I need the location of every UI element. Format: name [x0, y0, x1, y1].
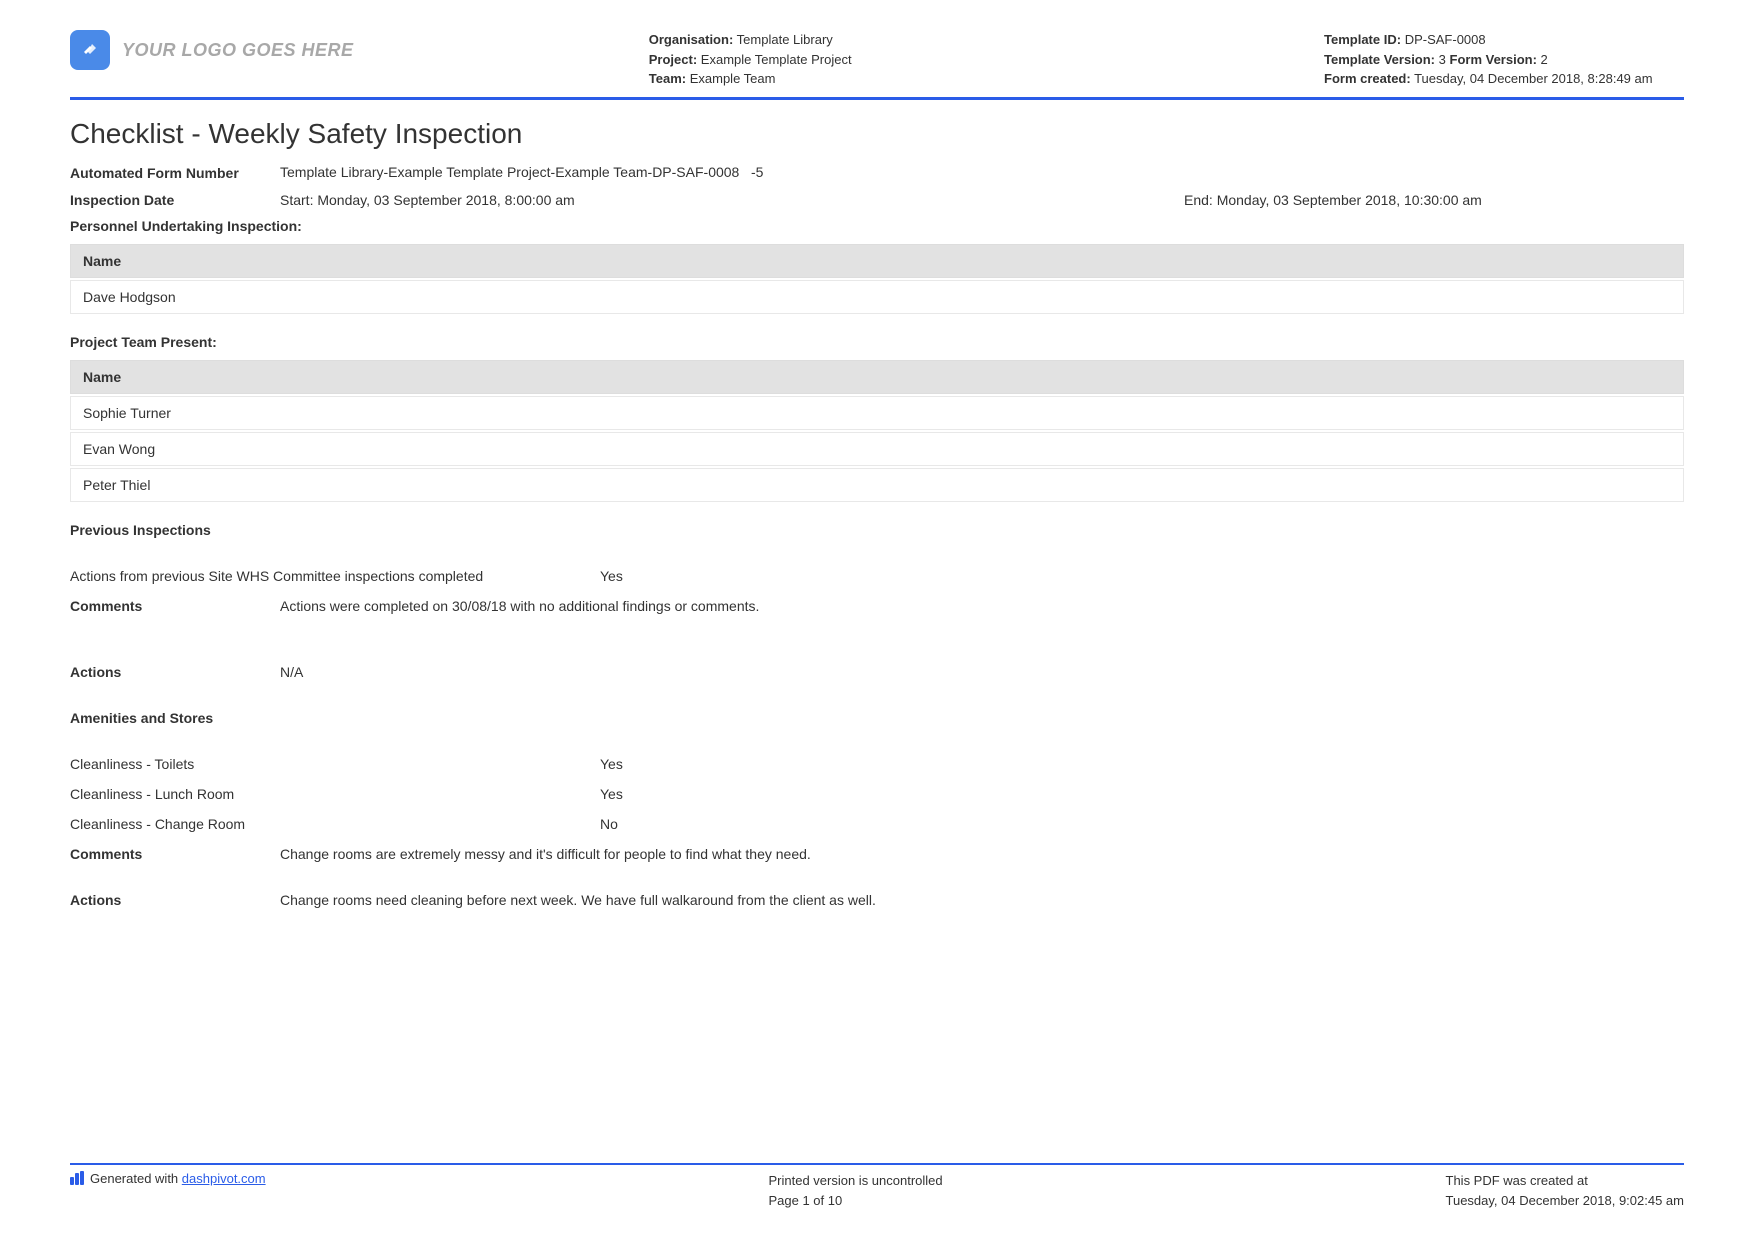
personnel-table: Name Dave Hodgson [70, 242, 1684, 316]
table-row: Peter Thiel [70, 468, 1684, 502]
answer-text: Yes [600, 786, 623, 802]
personnel-name: Dave Hodgson [70, 280, 1684, 314]
document-header: YOUR LOGO GOES HERE Organisation: Templa… [70, 30, 1684, 100]
amenities-item: Cleanliness - Change Room No [70, 816, 1684, 832]
table-row: Sophie Turner [70, 396, 1684, 430]
inspection-date-start: Start: Monday, 03 September 2018, 8:00:0… [280, 192, 1184, 208]
logo-placeholder-text: YOUR LOGO GOES HERE [122, 40, 354, 61]
comments-value: Actions were completed on 30/08/18 with … [280, 598, 1684, 614]
template-id-label: Template ID: [1324, 32, 1401, 47]
prev-comments-row: Comments Actions were completed on 30/08… [70, 598, 1684, 614]
header-center: Organisation: Template Library Project: … [649, 30, 1029, 89]
answer-text: No [600, 816, 618, 832]
prev-insp-q1: Actions from previous Site WHS Committee… [70, 568, 1684, 584]
generated-prefix: Generated with [90, 1171, 182, 1186]
document-footer: Generated with dashpivot.com Printed ver… [70, 1163, 1684, 1210]
personnel-col-name: Name [70, 244, 1684, 278]
question-text: Cleanliness - Change Room [70, 816, 600, 832]
project-value: Example Template Project [701, 52, 852, 67]
logo-block: YOUR LOGO GOES HERE [70, 30, 354, 70]
team-present-heading: Project Team Present: [70, 334, 1684, 350]
table-row: Evan Wong [70, 432, 1684, 466]
comments-label: Comments [70, 846, 280, 862]
actions-label: Actions [70, 664, 280, 680]
form-number-row: Automated Form Number Template Library-E… [70, 164, 1684, 182]
actions-value: Change rooms need cleaning before next w… [280, 892, 1684, 908]
org-value: Template Library [737, 32, 833, 47]
question-text: Actions from previous Site WHS Committee… [70, 568, 600, 584]
form-created-value: Tuesday, 04 December 2018, 8:28:49 am [1414, 71, 1652, 86]
form-version-label: Form Version: [1450, 52, 1537, 67]
comments-value: Change rooms are extremely messy and it'… [280, 846, 1684, 862]
team-member-name: Sophie Turner [70, 396, 1684, 430]
team-member-name: Peter Thiel [70, 468, 1684, 502]
template-id-value: DP-SAF-0008 [1405, 32, 1486, 47]
pdf-created-label: This PDF was created at [1446, 1171, 1684, 1191]
dashpivot-icon [70, 1171, 84, 1185]
page-number: Page 1 of 10 [768, 1191, 942, 1211]
amenities-actions-row: Actions Change rooms need cleaning befor… [70, 892, 1684, 908]
inspection-date-label: Inspection Date [70, 192, 280, 208]
amenities-item: Cleanliness - Lunch Room Yes [70, 786, 1684, 802]
previous-inspections-heading: Previous Inspections [70, 522, 1684, 538]
printed-notice: Printed version is uncontrolled [768, 1171, 942, 1191]
team-col-name: Name [70, 360, 1684, 394]
footer-left: Generated with dashpivot.com [70, 1171, 266, 1210]
actions-label: Actions [70, 892, 280, 908]
form-number-value: Template Library-Example Template Projec… [280, 164, 1684, 182]
inspection-date-row: Inspection Date Start: Monday, 03 Septem… [70, 192, 1684, 208]
form-number-label: Automated Form Number [70, 164, 280, 182]
team-present-table: Name Sophie Turner Evan Wong Peter Thiel [70, 358, 1684, 504]
footer-right: This PDF was created at Tuesday, 04 Dece… [1446, 1171, 1684, 1210]
footer-center: Printed version is uncontrolled Page 1 o… [768, 1171, 942, 1210]
answer-text: Yes [600, 756, 623, 772]
table-row: Dave Hodgson [70, 280, 1684, 314]
answer-text: Yes [600, 568, 623, 584]
form-created-label: Form created: [1324, 71, 1411, 86]
form-version-value: 2 [1541, 52, 1548, 67]
actions-value: N/A [280, 664, 1684, 680]
team-member-name: Evan Wong [70, 432, 1684, 466]
template-version-value: 3 [1439, 52, 1446, 67]
dashpivot-link[interactable]: dashpivot.com [182, 1171, 266, 1186]
question-text: Cleanliness - Lunch Room [70, 786, 600, 802]
personnel-heading: Personnel Undertaking Inspection: [70, 218, 1684, 234]
amenities-item: Cleanliness - Toilets Yes [70, 756, 1684, 772]
header-right: Template ID: DP-SAF-0008 Template Versio… [1324, 30, 1684, 89]
prev-actions-row: Actions N/A [70, 664, 1684, 680]
question-text: Cleanliness - Toilets [70, 756, 600, 772]
pdf-created-at: Tuesday, 04 December 2018, 9:02:45 am [1446, 1191, 1684, 1211]
inspection-date-end: End: Monday, 03 September 2018, 10:30:00… [1184, 192, 1684, 208]
template-version-label: Template Version: [1324, 52, 1435, 67]
page-title: Checklist - Weekly Safety Inspection [70, 118, 1684, 150]
team-label: Team: [649, 71, 686, 86]
org-label: Organisation: [649, 32, 734, 47]
project-label: Project: [649, 52, 697, 67]
amenities-comments-row: Comments Change rooms are extremely mess… [70, 846, 1684, 862]
logo-icon [70, 30, 110, 70]
team-value: Example Team [690, 71, 776, 86]
amenities-heading: Amenities and Stores [70, 710, 1684, 726]
comments-label: Comments [70, 598, 280, 614]
